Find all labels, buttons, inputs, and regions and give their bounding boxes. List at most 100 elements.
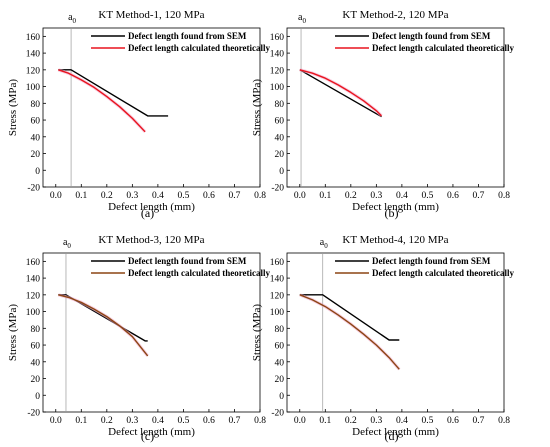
y-tick-label: -20	[27, 409, 40, 419]
x-tick-label: 0.2	[101, 416, 113, 426]
y-axis-label: Stress (MPa)	[251, 79, 263, 136]
panel-label: (b)	[385, 206, 399, 220]
series-2-line	[58, 294, 149, 357]
series-1-line	[299, 294, 400, 341]
y-tick-label: 100	[26, 83, 41, 93]
plot-frame	[286, 252, 505, 413]
x-tick-label: 0.6	[447, 191, 459, 201]
legend-entry-1: Defect length found from SEM	[372, 31, 491, 41]
x-tick-label: 0.2	[345, 191, 357, 201]
legend-entry-2: Defect length calculated theoretically	[372, 43, 515, 53]
y-tick-label: 80	[275, 325, 285, 335]
x-tick-label: 0.7	[473, 416, 485, 426]
x-tick-label: 0.8	[498, 416, 510, 426]
panel-label: (d)	[385, 429, 399, 443]
y-tick-label: 120	[26, 291, 41, 301]
y-tick-label: 20	[275, 375, 285, 385]
x-tick-label: 0.7	[229, 416, 241, 426]
plot-frame	[42, 252, 261, 413]
y-tick-label: 160	[270, 258, 285, 268]
legend-entry-1: Defect length found from SEM	[128, 256, 247, 266]
y-tick-label: 80	[275, 100, 285, 110]
x-tick-label: 0.6	[447, 416, 459, 426]
legend-entry-1: Defect length found from SEM	[128, 31, 247, 41]
x-tick-label: 0.6	[203, 191, 215, 201]
x-tick-label: 0.5	[421, 416, 433, 426]
y-tick-label: 80	[31, 325, 41, 335]
x-tick-label: 0.4	[152, 191, 164, 201]
x-tick-label: 0.5	[421, 191, 433, 201]
y-tick-label: 120	[270, 66, 285, 76]
y-axis-label: Stress (MPa)	[251, 304, 263, 361]
x-tick-label: 0.5	[177, 191, 189, 201]
a0-marker-label: a0	[320, 237, 328, 250]
chart-panel-1: KT Method-1, 120 MPa -20 0 20 40 60 80 100 120 14…	[7, 9, 271, 220]
x-tick-label: 0.0	[50, 416, 62, 426]
y-tick-label: 0	[35, 392, 40, 402]
y-tick-label: 140	[270, 275, 285, 285]
x-tick-label: 0.6	[203, 416, 215, 426]
y-tick-label: 80	[31, 100, 41, 110]
y-tick-label: 0	[279, 392, 284, 402]
panel-label: (a)	[141, 206, 154, 220]
x-tick-label: 0.4	[396, 191, 408, 201]
chart-panel-3: KT Method-3, 120 MPa -20 0 20 40 60 80 100 120 14…	[7, 234, 271, 443]
x-tick-label: 0.1	[75, 416, 87, 426]
x-tick-label: 0.0	[294, 191, 306, 201]
y-tick-label: 60	[31, 342, 41, 352]
x-tick-label: 0.1	[319, 416, 331, 426]
x-tick-label: 0.0	[294, 416, 306, 426]
series-2-halo	[57, 293, 149, 357]
x-axis-label: Defect length (mm)	[108, 201, 195, 213]
chart-panel-4: KT Method-4, 120 MPa -20 0 20 40 60 80 100 120 14…	[251, 234, 515, 443]
y-tick-label: 60	[275, 117, 285, 127]
y-tick-label: 160	[270, 33, 285, 43]
y-tick-label: 40	[275, 358, 285, 368]
y-tick-label: 120	[26, 66, 41, 76]
x-tick-label: 0.7	[473, 191, 485, 201]
panel-label: (c)	[141, 429, 154, 443]
x-axis-label: Defect length (mm)	[352, 426, 439, 438]
a0-marker-label: a0	[63, 237, 71, 250]
x-tick-label: 0.4	[396, 416, 408, 426]
y-tick-label: 20	[31, 375, 41, 385]
x-tick-label: 0.3	[370, 416, 382, 426]
x-tick-label: 0.3	[370, 191, 382, 201]
x-tick-label: 0.8	[254, 191, 266, 201]
chart-title: KT Method-4, 120 MPa	[342, 234, 448, 246]
x-tick-label: 0.8	[254, 416, 266, 426]
x-tick-label: 0.1	[319, 191, 331, 201]
legend-entry-2: Defect length calculated theoretically	[372, 268, 515, 278]
y-tick-label: 20	[31, 150, 41, 160]
chart-title: KT Method-3, 120 MPa	[98, 234, 204, 246]
series-1-line	[299, 69, 382, 118]
y-tick-label: -20	[271, 184, 284, 194]
x-tick-label: 0.3	[126, 416, 138, 426]
x-tick-label: 0.2	[101, 191, 113, 201]
y-tick-label: 40	[31, 358, 41, 368]
y-tick-label: 140	[270, 50, 285, 60]
y-tick-label: 140	[26, 275, 41, 285]
legend-entry-2: Defect length calculated theoretically	[128, 43, 271, 53]
plot-frame	[42, 27, 261, 188]
series-2-line	[58, 69, 146, 133]
x-axis-label: Defect length (mm)	[108, 426, 195, 438]
y-axis-label: Stress (MPa)	[7, 79, 19, 136]
x-axis-label: Defect length (mm)	[352, 201, 439, 213]
y-tick-label: 140	[26, 50, 41, 60]
y-tick-label: 0	[279, 167, 284, 177]
y-tick-label: 60	[31, 117, 41, 127]
series-2-line	[299, 69, 382, 117]
y-tick-label: 40	[31, 133, 41, 143]
x-tick-label: 0.1	[75, 191, 87, 201]
y-tick-label: 160	[26, 33, 41, 43]
x-tick-label: 0.2	[345, 416, 357, 426]
plot-frame	[286, 27, 505, 188]
y-tick-label: 120	[270, 291, 285, 301]
chart-panel-2: KT Method-2, 120 MPa -20 0 20 40 60 80 100 120 14…	[251, 9, 515, 220]
y-tick-label: 100	[270, 308, 285, 318]
y-tick-label: -20	[27, 184, 40, 194]
chart-title: KT Method-1, 120 MPa	[98, 9, 204, 21]
y-tick-label: 60	[275, 342, 285, 352]
